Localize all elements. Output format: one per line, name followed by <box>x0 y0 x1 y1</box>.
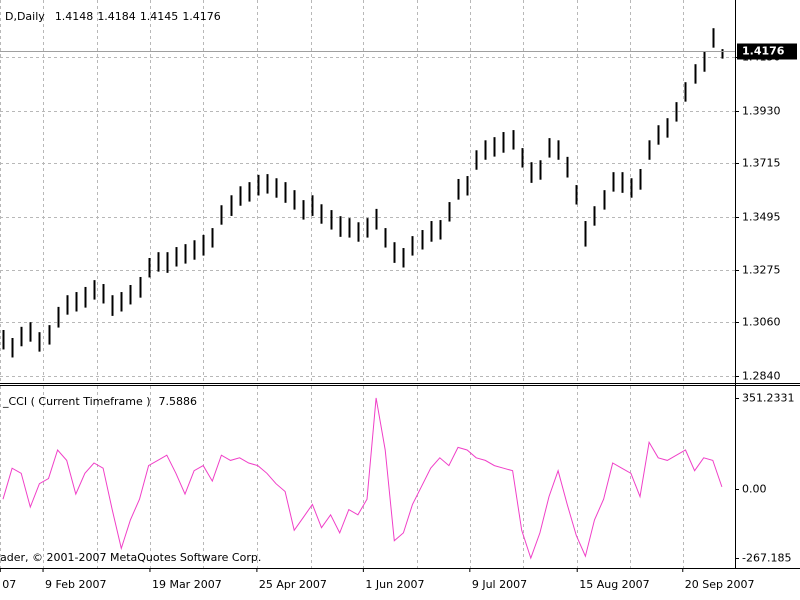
chart-header: D,Daily 1.4148 1.4184 1.4145 1.4176 <box>5 10 221 23</box>
x-tick-label: 20 Sep 2007 <box>685 578 755 591</box>
indicator-value: 7.5886 <box>159 395 198 408</box>
x-tick-label: 1 Jun 2007 <box>365 578 424 591</box>
y-tick-label: -267.185 <box>742 552 791 565</box>
x-tick-label: 19 Mar 2007 <box>152 578 222 591</box>
copyright: ader, © 2001-2007 MetaQuotes Software Co… <box>0 551 261 564</box>
x-tick-label: 25 Apr 2007 <box>259 578 327 591</box>
ohlc-low: 1.4145 <box>140 10 179 23</box>
y-tick-label: 1.3495 <box>742 211 781 224</box>
x-tick-label: 9 Feb 2007 <box>45 578 106 591</box>
x-tick-label: 07 <box>2 578 16 591</box>
y-tick-label: 1.2840 <box>742 370 781 383</box>
y-tick-label: 1.3060 <box>742 316 781 329</box>
ohlc-high: 1.4184 <box>97 10 136 23</box>
y-tick-label: 1.3930 <box>742 105 781 118</box>
current-price-label: 1.4176 <box>742 45 785 58</box>
ohlc-close: 1.4176 <box>182 10 221 23</box>
current-price-box <box>737 43 797 60</box>
symbol: D,Daily <box>5 10 45 23</box>
x-tick-label: 15 Aug 2007 <box>579 578 649 591</box>
y-tick-label: 1.3275 <box>742 264 781 277</box>
indicator-title: _CCI ( Current Timeframe ) <box>2 395 151 408</box>
indicator-header: _CCI ( Current Timeframe ) 7.5886 <box>2 395 197 408</box>
y-tick-label: 1.3715 <box>742 157 781 170</box>
y-tick-label: 0.00 <box>742 483 767 496</box>
x-tick-label: 9 Jul 2007 <box>472 578 527 591</box>
y-tick-label: 351.2331 <box>742 392 795 405</box>
indicator-line <box>2 397 723 560</box>
ohlc-open: 1.4148 <box>55 10 94 23</box>
